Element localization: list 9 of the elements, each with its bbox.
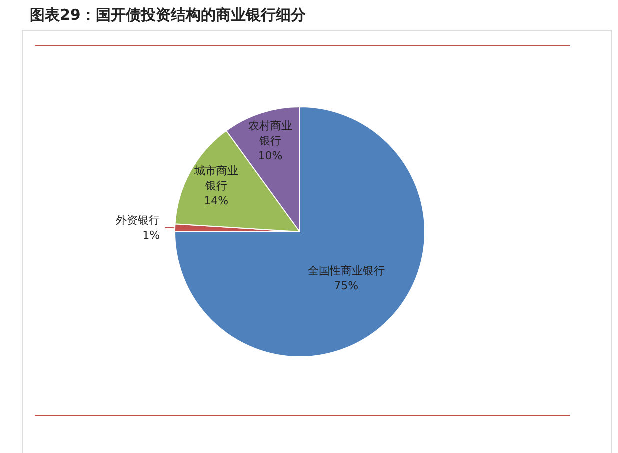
slice-label: 全国性商业银行 [308, 264, 385, 278]
slice-label: 外资银行 [116, 214, 160, 227]
slice-label: 农村商业银行 [248, 120, 292, 148]
data-label: 10% [258, 150, 283, 163]
slice-label: 城市商业银行 [193, 164, 238, 192]
data-label: 14% [204, 194, 229, 208]
chart-title: 图表29：国开债投资结构的商业银行细分 [30, 6, 306, 25]
data-label: 1% [142, 228, 160, 242]
data-label: 75% [334, 279, 359, 292]
